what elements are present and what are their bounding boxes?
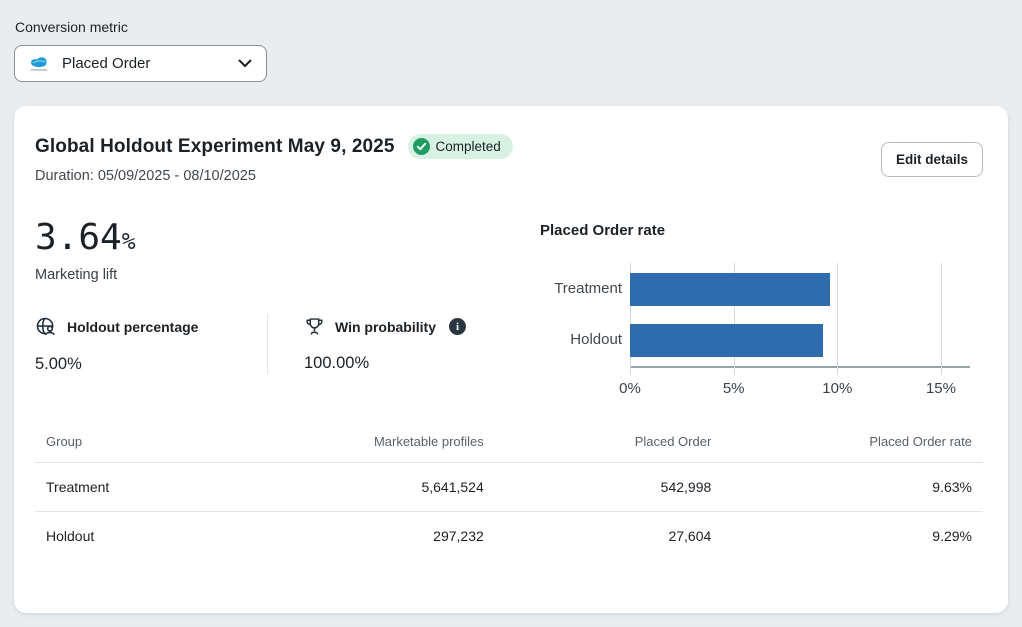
x-tick-label: 10%	[822, 380, 853, 397]
y-axis-label-treatment: Treatment	[554, 280, 622, 297]
table-row-holdout: Holdout 297,232 27,604 9.29%	[35, 512, 983, 561]
chart-plot-area	[630, 263, 970, 375]
metrics-area: 3.64% Marketing lift	[35, 220, 983, 398]
table-header-row: Group Marketable profiles Placed Order P…	[35, 428, 983, 463]
gridline	[630, 263, 631, 375]
check-circle-icon	[412, 138, 430, 155]
column-header-marketable-profiles: Marketable profiles	[272, 428, 495, 463]
cell-placed-order-rate: 9.29%	[932, 528, 972, 544]
cell-group: Holdout	[46, 528, 95, 544]
y-axis-label-holdout: Holdout	[570, 331, 622, 348]
placed-order-metric-icon	[28, 54, 50, 74]
win-probability-stat: Win probability i 100.00%	[268, 314, 466, 374]
experiment-card: Global Holdout Experiment May 9, 2025 Co…	[14, 106, 1008, 613]
x-axis: 0% 5% 10% 15%	[619, 368, 970, 398]
status-badge-label: Completed	[435, 139, 501, 154]
globe-person-icon	[35, 316, 57, 338]
experiment-duration: Duration: 05/09/2025 - 08/10/2025	[35, 168, 256, 184]
holdout-percentage-value: 5.00%	[35, 355, 82, 373]
info-icon[interactable]: i	[448, 318, 466, 335]
cell-placed-order: 542,998	[494, 462, 723, 512]
marketing-lift-label: Marketing lift	[35, 267, 118, 283]
status-badge: Completed	[407, 134, 513, 159]
column-header-placed-order: Placed Order	[494, 428, 723, 463]
conversion-metric-label: Conversion metric	[15, 19, 128, 35]
edit-details-button[interactable]: Edit details	[880, 142, 983, 177]
win-probability-value: 100.00%	[304, 354, 370, 372]
x-tick-label: 5%	[722, 380, 745, 397]
chevron-down-icon	[238, 59, 252, 68]
conversion-metric-dropdown[interactable]: Placed Order	[14, 45, 267, 82]
experiment-title: Global Holdout Experiment May 9, 2025	[35, 135, 395, 157]
gridline	[733, 263, 735, 375]
gridline	[940, 263, 942, 375]
table-row-treatment: Treatment 5,641,524 542,998 9.63%	[35, 462, 983, 512]
conversion-metric-value: Placed Order	[62, 55, 151, 72]
trophy-icon	[304, 316, 325, 337]
cell-marketable-profiles: 297,232	[433, 528, 484, 544]
chart-title: Placed Order rate	[540, 222, 666, 239]
stat-row: Holdout percentage 5.00%	[35, 314, 540, 374]
column-header-placed-order-rate: Placed Order rate	[722, 428, 983, 463]
holdout-percentage-stat: Holdout percentage 5.00%	[35, 314, 267, 374]
column-header-group: Group	[35, 428, 272, 463]
bar-treatment	[630, 273, 830, 306]
cell-placed-order-rate: 9.63%	[722, 462, 983, 512]
win-probability-label: Win probability	[335, 318, 436, 335]
cell-marketable-profiles: 5,641,524	[272, 462, 495, 512]
gridline	[837, 263, 839, 375]
marketing-lift-value: 3.64%	[35, 217, 136, 258]
cell-group: Treatment	[35, 462, 272, 512]
placed-order-rate-chart: Placed Order rate Treatment Holdout 0% 5%…	[540, 220, 983, 398]
cell-placed-order: 27,604	[668, 528, 712, 544]
card-header: Global Holdout Experiment May 9, 2025 Co…	[35, 134, 983, 184]
x-tick-label: 15%	[925, 380, 956, 397]
holdout-percentage-label: Holdout percentage	[67, 319, 199, 335]
x-tick-label: 0%	[619, 380, 641, 397]
bar-holdout	[630, 324, 823, 357]
results-table: Group Marketable profiles Placed Order P…	[35, 428, 983, 560]
vertical-divider	[267, 314, 268, 374]
conversion-metric-section: Conversion metric Placed Order	[0, 0, 1022, 82]
